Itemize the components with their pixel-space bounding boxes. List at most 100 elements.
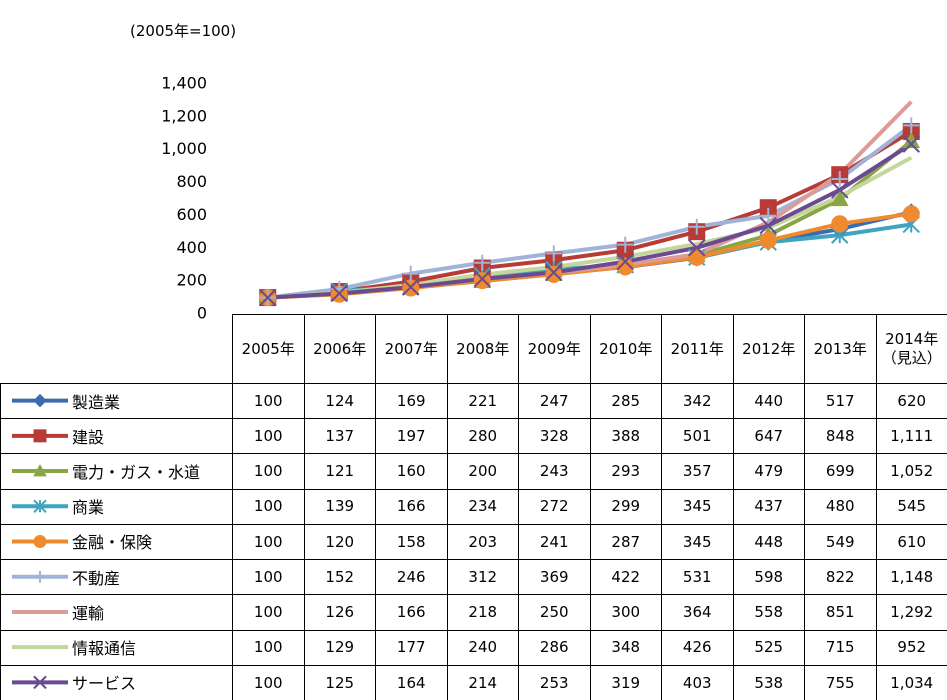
table-value: 272 xyxy=(518,488,591,525)
legend-label: 不動産 xyxy=(72,568,121,588)
table-value: 241 xyxy=(518,523,591,561)
table-value: 100 xyxy=(232,453,305,490)
table-value: 169 xyxy=(375,383,448,420)
marker xyxy=(259,288,277,307)
column-header: 2010年 xyxy=(589,314,662,384)
table-value: 364 xyxy=(661,594,734,631)
table-value: 715 xyxy=(804,629,877,666)
marker xyxy=(759,216,777,235)
marker xyxy=(330,284,348,303)
y-tick-label: 600 xyxy=(176,205,207,224)
column-header: 2014年 （見込） xyxy=(875,314,947,384)
y-tick-label: 1,200 xyxy=(161,106,207,125)
marker xyxy=(902,135,920,153)
table-value: 100 xyxy=(232,629,305,666)
table-value: 822 xyxy=(804,559,877,596)
legend-swatch xyxy=(12,675,68,690)
legend-label: サービス xyxy=(72,674,137,694)
table-value: 280 xyxy=(446,418,519,455)
table-value: 137 xyxy=(303,418,376,455)
column-header: 2013年 xyxy=(804,314,877,384)
marker xyxy=(617,236,634,253)
marker xyxy=(902,205,920,223)
marker xyxy=(33,464,47,477)
table-value: 448 xyxy=(732,523,805,561)
marker xyxy=(545,263,563,282)
legend-label: 製造業 xyxy=(72,392,121,412)
table-value: 1,034 xyxy=(875,664,947,700)
legend-label: 金融・保険 xyxy=(72,533,153,553)
marker xyxy=(831,170,848,187)
marker xyxy=(616,258,634,276)
marker xyxy=(903,117,920,134)
legend-swatch xyxy=(12,535,68,548)
marker xyxy=(473,272,491,290)
marker xyxy=(831,181,849,199)
table-value: 100 xyxy=(232,664,305,700)
marker xyxy=(545,245,562,262)
column-header: 2012年 xyxy=(732,314,805,384)
table-value: 164 xyxy=(375,664,448,700)
marker xyxy=(616,252,634,271)
table-value: 221 xyxy=(446,383,519,420)
marker xyxy=(760,207,777,224)
legend-swatch xyxy=(12,393,68,408)
marker xyxy=(402,265,419,282)
table-value: 120 xyxy=(303,523,376,561)
legend-label: 商業 xyxy=(72,498,105,518)
marker xyxy=(33,429,47,443)
marker xyxy=(830,190,849,207)
table-value: 100 xyxy=(232,594,305,631)
unit-label: (2005年=100) xyxy=(130,22,237,40)
legend-label: 電力・ガス・水道 xyxy=(72,463,201,483)
column-header: 2009年 xyxy=(518,314,591,384)
y-tick-label: 400 xyxy=(176,238,207,257)
table-value: 403 xyxy=(661,664,734,700)
legend-swatch xyxy=(12,464,68,477)
table-value: 166 xyxy=(375,594,448,631)
table-value: 253 xyxy=(518,664,591,700)
table-value: 437 xyxy=(732,488,805,525)
y-tick-label: 800 xyxy=(176,172,207,191)
table-value: 357 xyxy=(661,453,734,490)
table-value: 517 xyxy=(804,383,877,420)
table-value: 480 xyxy=(804,488,877,525)
y-tick-label: 1,000 xyxy=(161,139,207,158)
y-tick-label: 0 xyxy=(197,304,207,323)
table-value: 139 xyxy=(303,488,376,525)
table-value: 1,148 xyxy=(875,559,947,596)
table-value: 538 xyxy=(732,664,805,700)
table-value: 440 xyxy=(732,383,805,420)
marker xyxy=(34,570,46,583)
table-value: 197 xyxy=(375,418,448,455)
marker xyxy=(402,278,420,296)
y-tick-label: 1,400 xyxy=(161,74,207,93)
marker xyxy=(33,675,47,690)
legend-label: 建設 xyxy=(72,427,105,447)
table-value: 200 xyxy=(446,453,519,490)
table-value: 558 xyxy=(732,594,805,631)
series-line xyxy=(267,142,913,300)
table-value: 620 xyxy=(875,383,947,420)
table-value: 129 xyxy=(303,629,376,666)
table-value: 158 xyxy=(375,523,448,561)
column-header: 2008年 xyxy=(446,314,519,384)
table-value: 124 xyxy=(303,383,376,420)
marker xyxy=(688,248,706,266)
marker xyxy=(759,231,777,249)
table-value: 1,292 xyxy=(875,594,947,631)
table-value: 319 xyxy=(589,664,662,700)
table-value: 240 xyxy=(446,629,519,666)
marker xyxy=(688,218,705,235)
legend-label: 情報通信 xyxy=(72,639,137,659)
table-value: 121 xyxy=(303,453,376,490)
table-value: 125 xyxy=(303,664,376,700)
table-value: 328 xyxy=(518,418,591,455)
series-line xyxy=(267,129,913,300)
table-value: 426 xyxy=(661,629,734,666)
table-value: 250 xyxy=(518,594,591,631)
legend-label: 運輸 xyxy=(72,603,105,623)
table-value: 1,052 xyxy=(875,453,947,490)
